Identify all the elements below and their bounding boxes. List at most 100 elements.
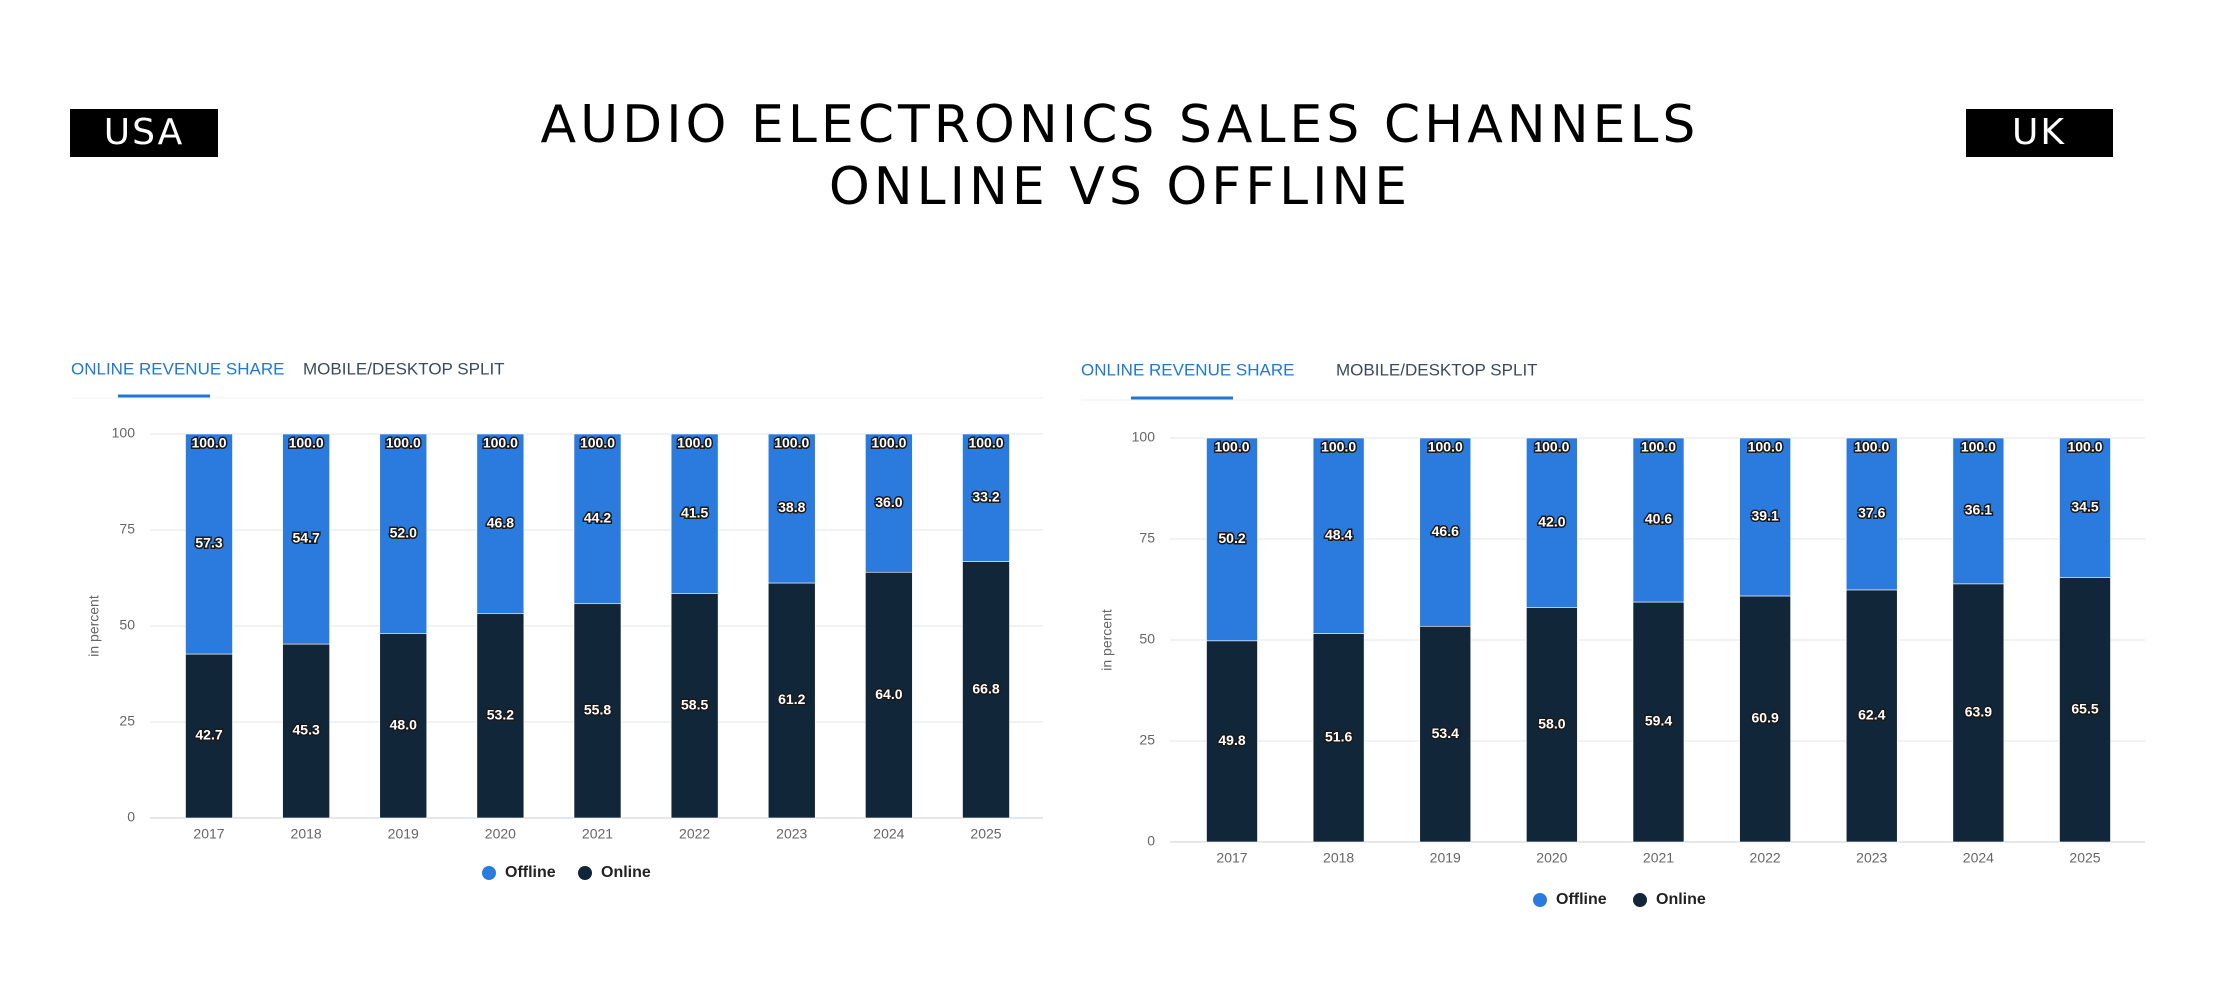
bar-segment [1739,437,1791,597]
y-tick-label: 0 [1147,833,1155,849]
value-label: 48.4 [1325,526,1352,542]
bar-segment [865,433,913,573]
value-label: 58.5 [681,696,708,712]
bar-segment [1952,583,2005,843]
bar-segment [1526,607,1578,843]
value-label: 41.5 [681,504,708,520]
total-label: 100.0 [580,435,615,451]
x-tick-label: 2022 [679,826,710,842]
y-tick-label: 100 [1132,429,1156,445]
value-label: 52.0 [390,525,417,541]
bar-segment [573,603,622,819]
value-label: 36.0 [875,494,902,510]
bar-segment [2059,577,2111,843]
value-label: 53.2 [487,707,514,723]
bar-segment [1312,437,1365,634]
total-label: 100.0 [483,435,518,451]
x-tick-label: 2021 [582,826,613,842]
x-tick-label: 2018 [1323,850,1354,866]
value-label: 63.9 [1965,704,1992,720]
value-label: 58.0 [1538,716,1565,732]
value-label: 61.2 [778,691,805,707]
bar-segment [962,561,1010,819]
bar-segment [476,433,525,615]
bar-segment [865,571,913,819]
bar-segment [1419,437,1472,627]
x-tick-label: 2019 [388,826,419,842]
legend-label: Offline [1556,891,1607,908]
x-tick-label: 2024 [873,826,904,842]
bar-segment [379,633,428,819]
title-line: AUDIO ELECTRONICS SALES CHANNELS [541,95,1700,155]
y-tick-label: 75 [119,521,135,537]
value-label: 60.9 [1752,710,1779,726]
total-label: 100.0 [1534,439,1569,455]
y-tick-label: 50 [119,617,135,633]
bar-segment [282,643,330,819]
total-label: 100.0 [677,435,712,451]
tab[interactable]: ONLINE REVENUE SHARE [71,359,285,378]
y-tick-label: 50 [1139,631,1155,647]
tab[interactable]: ONLINE REVENUE SHARE [1081,360,1295,379]
tab[interactable]: MOBILE/DESKTOP SPLIT [303,359,505,378]
total-label: 100.0 [871,435,906,451]
total-label: 100.0 [1428,439,1463,455]
value-label: 44.2 [584,510,611,526]
value-label: 42.7 [195,727,222,743]
bar-segment [1206,640,1258,843]
legend-label: Online [601,864,651,881]
bar-segment [767,582,816,819]
total-label: 100.0 [289,435,324,451]
value-label: 49.8 [1218,732,1245,748]
value-label: 45.3 [293,722,320,738]
legend-marker [1633,893,1647,907]
bar-segment [185,433,233,655]
value-label: 65.5 [2071,700,2098,716]
value-label: 53.4 [1432,725,1459,741]
value-label: 37.6 [1858,505,1885,521]
value-label: 48.0 [390,717,417,733]
y-tick-label: 0 [127,809,135,825]
value-label: 40.6 [1645,511,1672,527]
value-label: 59.4 [1645,713,1672,729]
bar-segment [1526,437,1578,608]
total-label: 100.0 [191,435,226,451]
value-label: 62.4 [1858,707,1885,723]
bar-segment [1739,595,1791,843]
x-tick-label: 2023 [776,826,807,842]
value-label: 57.3 [195,535,222,551]
value-label: 46.6 [1432,523,1459,539]
value-label: 42.0 [1538,514,1565,530]
y-tick-label: 25 [119,713,135,729]
x-tick-label: 2022 [1750,850,1781,866]
value-label: 54.7 [293,530,320,546]
bar-segment [379,433,428,634]
y-tick-label: 25 [1139,732,1155,748]
x-tick-label: 2017 [193,826,224,842]
legend-marker [578,866,592,880]
x-tick-label: 2025 [2069,850,2100,866]
bar-segment [185,653,233,819]
bar-segment [1632,601,1685,843]
total-label: 100.0 [1748,439,1783,455]
bar-segment [1845,589,1898,843]
badge-uk: UK [2012,112,2066,153]
bar-segment [1206,437,1258,642]
x-tick-label: 2020 [485,826,516,842]
total-label: 100.0 [774,435,809,451]
bar-segment [1312,633,1365,843]
y-tick-label: 75 [1139,530,1155,546]
value-label: 64.0 [875,686,902,702]
x-tick-label: 2021 [1643,850,1674,866]
bar-segment [767,433,816,584]
bar-segment [573,433,622,605]
bar-segment [670,433,719,594]
total-label: 100.0 [1854,439,1889,455]
legend-label: Online [1656,891,1706,908]
tab[interactable]: MOBILE/DESKTOP SPLIT [1336,360,1538,379]
x-tick-label: 2023 [1856,850,1887,866]
value-label: 38.8 [778,499,805,515]
total-label: 100.0 [1321,439,1356,455]
bar-segment [1952,437,2005,585]
bar-segment [1632,437,1685,603]
